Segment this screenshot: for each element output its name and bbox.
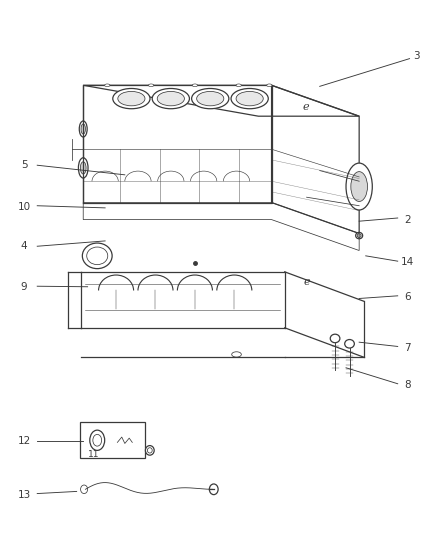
Text: 5: 5 bbox=[21, 160, 28, 170]
Ellipse shape bbox=[192, 84, 198, 86]
Ellipse shape bbox=[113, 88, 150, 109]
Circle shape bbox=[81, 485, 88, 494]
Ellipse shape bbox=[145, 446, 154, 455]
Text: 6: 6 bbox=[404, 293, 411, 302]
Text: 10: 10 bbox=[18, 202, 31, 212]
Ellipse shape bbox=[231, 88, 268, 109]
Ellipse shape bbox=[356, 232, 363, 239]
Ellipse shape bbox=[78, 158, 88, 178]
Text: e: e bbox=[303, 278, 310, 287]
Ellipse shape bbox=[81, 124, 85, 134]
Ellipse shape bbox=[330, 334, 340, 343]
Ellipse shape bbox=[118, 92, 145, 106]
Text: 13: 13 bbox=[18, 490, 31, 499]
Text: e: e bbox=[302, 102, 309, 111]
Text: 14: 14 bbox=[401, 257, 414, 267]
Ellipse shape bbox=[236, 84, 241, 86]
Ellipse shape bbox=[148, 84, 154, 86]
Ellipse shape bbox=[351, 172, 367, 201]
Ellipse shape bbox=[93, 434, 102, 446]
Ellipse shape bbox=[346, 163, 372, 210]
Ellipse shape bbox=[82, 243, 112, 269]
Text: 11: 11 bbox=[88, 450, 100, 458]
Ellipse shape bbox=[87, 247, 108, 265]
Text: 8: 8 bbox=[404, 380, 411, 390]
Ellipse shape bbox=[152, 88, 189, 109]
Ellipse shape bbox=[232, 352, 241, 357]
Bar bbox=[80, 422, 145, 458]
Ellipse shape bbox=[345, 340, 354, 348]
Ellipse shape bbox=[357, 233, 361, 237]
Circle shape bbox=[209, 484, 218, 495]
Ellipse shape bbox=[157, 92, 184, 106]
Ellipse shape bbox=[147, 448, 152, 453]
Ellipse shape bbox=[236, 92, 263, 106]
Ellipse shape bbox=[191, 88, 229, 109]
Ellipse shape bbox=[81, 162, 86, 174]
Ellipse shape bbox=[79, 121, 87, 137]
Text: 4: 4 bbox=[21, 241, 28, 251]
Text: 2: 2 bbox=[404, 215, 411, 224]
Ellipse shape bbox=[90, 430, 105, 450]
Ellipse shape bbox=[197, 92, 224, 106]
Ellipse shape bbox=[267, 84, 272, 86]
Ellipse shape bbox=[105, 84, 110, 86]
Text: 7: 7 bbox=[404, 343, 411, 353]
Text: 9: 9 bbox=[21, 282, 28, 292]
Text: 12: 12 bbox=[18, 437, 31, 446]
Text: 3: 3 bbox=[413, 51, 420, 61]
